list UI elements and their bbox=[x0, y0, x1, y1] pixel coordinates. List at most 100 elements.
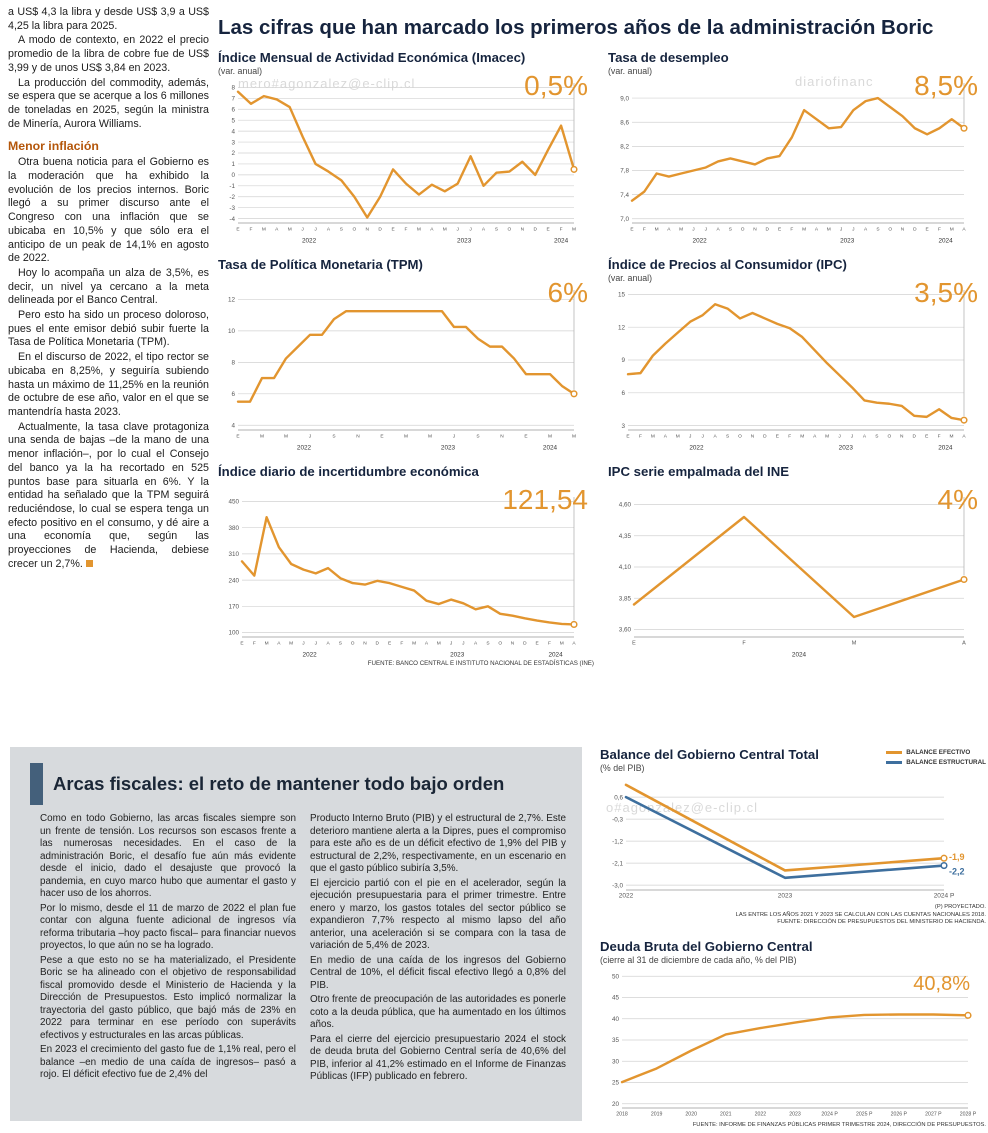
svg-text:M: M bbox=[950, 434, 954, 440]
svg-text:O: O bbox=[887, 434, 891, 440]
svg-text:D: D bbox=[912, 434, 916, 440]
chart-value-label: 121,54 bbox=[502, 484, 588, 515]
svg-text:240: 240 bbox=[228, 577, 239, 584]
line-chart-ipc-empalmada: 4,60 4,35 4,10 3,85 3,60 E F M A 2024 bbox=[619, 497, 968, 659]
article-paragraph: Otro frente de preocupación de las autor… bbox=[310, 994, 566, 1030]
svg-text:A: A bbox=[863, 434, 867, 440]
svg-text:A: A bbox=[326, 641, 330, 647]
paragraph-text: Actualmente, la tasa clave protagoniza u… bbox=[8, 420, 209, 570]
svg-text:7,4: 7,4 bbox=[620, 192, 629, 199]
svg-text:F: F bbox=[548, 641, 551, 647]
legend-swatch-efectivo bbox=[886, 750, 903, 755]
chart-title: Deuda Bruta del Gobierno Central bbox=[600, 938, 813, 954]
svg-text:2018: 2018 bbox=[616, 1111, 628, 1117]
chart-subtitle: (var. anual) bbox=[218, 66, 263, 76]
svg-text:D: D bbox=[533, 227, 537, 233]
svg-text:J: J bbox=[852, 227, 855, 233]
svg-text:A: A bbox=[275, 227, 279, 233]
svg-text:M: M bbox=[572, 434, 576, 440]
svg-text:A: A bbox=[864, 227, 868, 233]
svg-text:J: J bbox=[692, 227, 695, 233]
article-paragraph: Producto Interno Bruto (PIB) y el estruc… bbox=[310, 813, 566, 874]
svg-text:A: A bbox=[813, 434, 817, 440]
svg-text:M: M bbox=[950, 227, 954, 233]
chart-footnote: FUENTE: INFORME DE FINANZAS PÚBLICAS PRI… bbox=[692, 1121, 986, 1128]
fiscal-charts-column: Balance del Gobierno Central Total (% de… bbox=[600, 747, 986, 1129]
chart-subtitle bbox=[218, 273, 594, 284]
svg-text:4,10: 4,10 bbox=[619, 564, 632, 571]
end-of-article-marker bbox=[85, 559, 93, 567]
article-paragraph: Como en todo Gobierno, las arcas fiscale… bbox=[40, 813, 296, 899]
svg-text:M: M bbox=[800, 434, 804, 440]
svg-text:F: F bbox=[400, 641, 403, 647]
svg-text:A: A bbox=[815, 227, 819, 233]
article-paragraph: Pero esto ha sido un proceso doloroso, p… bbox=[8, 309, 209, 349]
svg-text:2023: 2023 bbox=[457, 238, 472, 245]
svg-text:4,35: 4,35 bbox=[619, 533, 632, 540]
svg-text:2023: 2023 bbox=[840, 238, 855, 245]
svg-text:F: F bbox=[938, 434, 941, 440]
article-paragraph: La producción del commodity, además, se … bbox=[8, 76, 209, 130]
svg-text:2021: 2021 bbox=[720, 1111, 732, 1117]
chart-value-label: 8,5% bbox=[914, 70, 978, 101]
svg-text:A: A bbox=[572, 641, 576, 647]
svg-text:N: N bbox=[511, 641, 515, 647]
svg-text:M: M bbox=[288, 227, 292, 233]
svg-text:M: M bbox=[428, 434, 432, 440]
svg-text:12: 12 bbox=[228, 297, 236, 304]
svg-text:O: O bbox=[498, 641, 502, 647]
source-note: FUENTE: BANCO CENTRAL E INSTITUTO NACION… bbox=[367, 660, 594, 667]
chart-title: Tasa de Política Monetaria (TPM) bbox=[218, 257, 423, 272]
svg-text:1: 1 bbox=[231, 161, 235, 168]
svg-text:2019: 2019 bbox=[651, 1111, 663, 1117]
chart-value-label: 6% bbox=[547, 277, 588, 308]
svg-text:D: D bbox=[763, 434, 767, 440]
chart-value-label: 40,8% bbox=[913, 972, 970, 995]
svg-text:4: 4 bbox=[231, 422, 235, 429]
svg-text:F: F bbox=[790, 227, 793, 233]
article-subhead: Menor inflación bbox=[8, 139, 99, 154]
chart-subtitle bbox=[608, 480, 984, 491]
article-paragraph: Por lo mismo, desde el 11 de marzo de 20… bbox=[40, 902, 296, 952]
svg-text:2024 P: 2024 P bbox=[934, 893, 955, 900]
svg-text:F: F bbox=[938, 227, 941, 233]
svg-text:M: M bbox=[260, 434, 264, 440]
svg-text:F: F bbox=[249, 227, 252, 233]
chart-title: Índice diario de incertidumbre económica bbox=[218, 464, 479, 479]
svg-text:3,60: 3,60 bbox=[619, 627, 632, 634]
svg-text:D: D bbox=[766, 227, 770, 233]
svg-text:J: J bbox=[309, 434, 312, 440]
svg-text:4: 4 bbox=[231, 128, 235, 135]
svg-text:E: E bbox=[236, 227, 239, 233]
article-paragraph: En el discurso de 2022, el tipo rector s… bbox=[8, 351, 209, 418]
chart-balance: Balance del Gobierno Central Total (% de… bbox=[600, 747, 986, 927]
svg-text:A: A bbox=[714, 434, 718, 440]
balance-title-group: Balance del Gobierno Central Total (% de… bbox=[600, 747, 819, 774]
page-headline: Las cifras que han marcado los primeros … bbox=[218, 16, 934, 39]
line-chart-deuda: 50 45 40 35 30 25 20 2018 2019 2020 2021 2022 2023 20… bbox=[612, 973, 977, 1117]
svg-text:2023: 2023 bbox=[441, 445, 456, 452]
svg-text:D: D bbox=[523, 641, 527, 647]
article-paragraph: A modo de contexto, en 2022 el precio pr… bbox=[8, 34, 209, 74]
left-article-column: a US$ 4,3 la libra y desde US$ 3,9 a US$… bbox=[8, 6, 209, 572]
svg-text:-1,2: -1,2 bbox=[612, 838, 623, 845]
svg-text:170: 170 bbox=[228, 604, 239, 611]
svg-text:450: 450 bbox=[228, 499, 239, 506]
svg-text:2028 P: 2028 P bbox=[960, 1111, 977, 1117]
fiscal-article-columns: Como en todo Gobierno, las arcas fiscale… bbox=[10, 809, 582, 1086]
svg-text:M: M bbox=[572, 227, 576, 233]
svg-text:E: E bbox=[391, 227, 394, 233]
svg-text:M: M bbox=[827, 227, 831, 233]
svg-text:9: 9 bbox=[621, 357, 625, 364]
svg-text:10: 10 bbox=[228, 328, 236, 335]
svg-text:M: M bbox=[651, 434, 655, 440]
svg-text:S: S bbox=[339, 641, 342, 647]
svg-text:35: 35 bbox=[612, 1037, 620, 1044]
article-paragraph: Otra buena noticia para el Gobierno es l… bbox=[8, 156, 209, 265]
svg-text:E: E bbox=[236, 434, 239, 440]
fiscal-article-box: Arcas fiscales: el reto de mantener todo… bbox=[10, 747, 582, 1121]
svg-text:M: M bbox=[262, 227, 266, 233]
svg-text:J: J bbox=[456, 227, 459, 233]
svg-text:8: 8 bbox=[231, 85, 235, 92]
